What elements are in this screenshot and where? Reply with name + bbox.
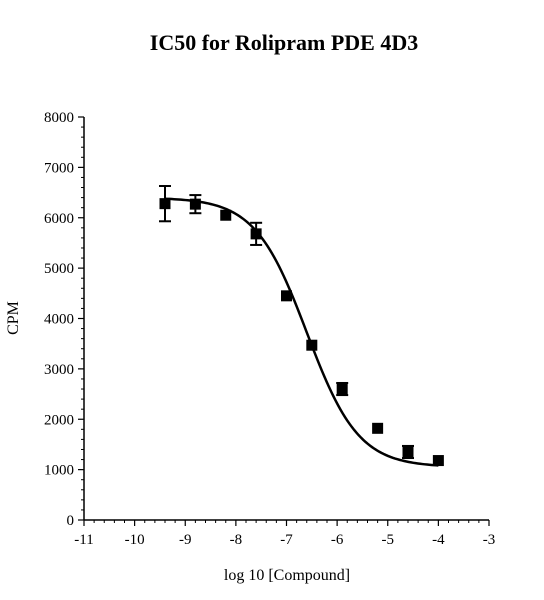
y-axis-label: CPM <box>5 301 22 335</box>
x-tick-label: -5 <box>382 532 395 548</box>
x-tick-label: -7 <box>280 532 293 548</box>
x-tick-labels: -11 -10 -9 -8 -7 -6 -5 -4 -3 <box>74 532 495 548</box>
y-tick-label: 8000 <box>44 110 74 126</box>
x-tick-label: -6 <box>331 532 344 548</box>
y-tick-label: 7000 <box>44 160 74 176</box>
y-tick-label: 3000 <box>44 362 74 378</box>
chart-title: IC50 for Rolipram PDE 4D3 <box>150 30 418 55</box>
data-point <box>220 209 232 221</box>
data-point <box>402 446 414 458</box>
data-point <box>306 339 318 351</box>
y-tick-label: 0 <box>67 513 75 529</box>
x-tick-label: -11 <box>74 532 93 548</box>
y-tick-label: 4000 <box>44 312 74 328</box>
x-tick-label: -9 <box>179 532 192 548</box>
x-tick-label: -4 <box>432 532 445 548</box>
x-tick-label: -3 <box>483 532 496 548</box>
data-point <box>336 383 348 395</box>
x-axis-label: log 10 [Compound] <box>224 567 350 584</box>
y-tick-labels: 0 1000 2000 3000 4000 5000 6000 7000 8000 <box>44 110 74 529</box>
data-point <box>372 422 384 434</box>
data-point <box>281 290 292 302</box>
y-tick-label: 1000 <box>44 463 74 479</box>
error-bars <box>159 185 414 460</box>
y-tick-label: 6000 <box>44 211 74 227</box>
data-point <box>250 228 262 240</box>
x-tick-label: -10 <box>125 532 145 548</box>
y-tick-label: 5000 <box>44 261 74 277</box>
data-point <box>189 198 201 210</box>
data-point <box>159 198 171 210</box>
data-point <box>432 455 444 467</box>
axes <box>78 116 490 526</box>
y-tick-label: 2000 <box>44 412 74 428</box>
data-points <box>159 198 444 467</box>
fit-curve <box>164 197 439 467</box>
x-tick-label: -8 <box>230 532 243 548</box>
